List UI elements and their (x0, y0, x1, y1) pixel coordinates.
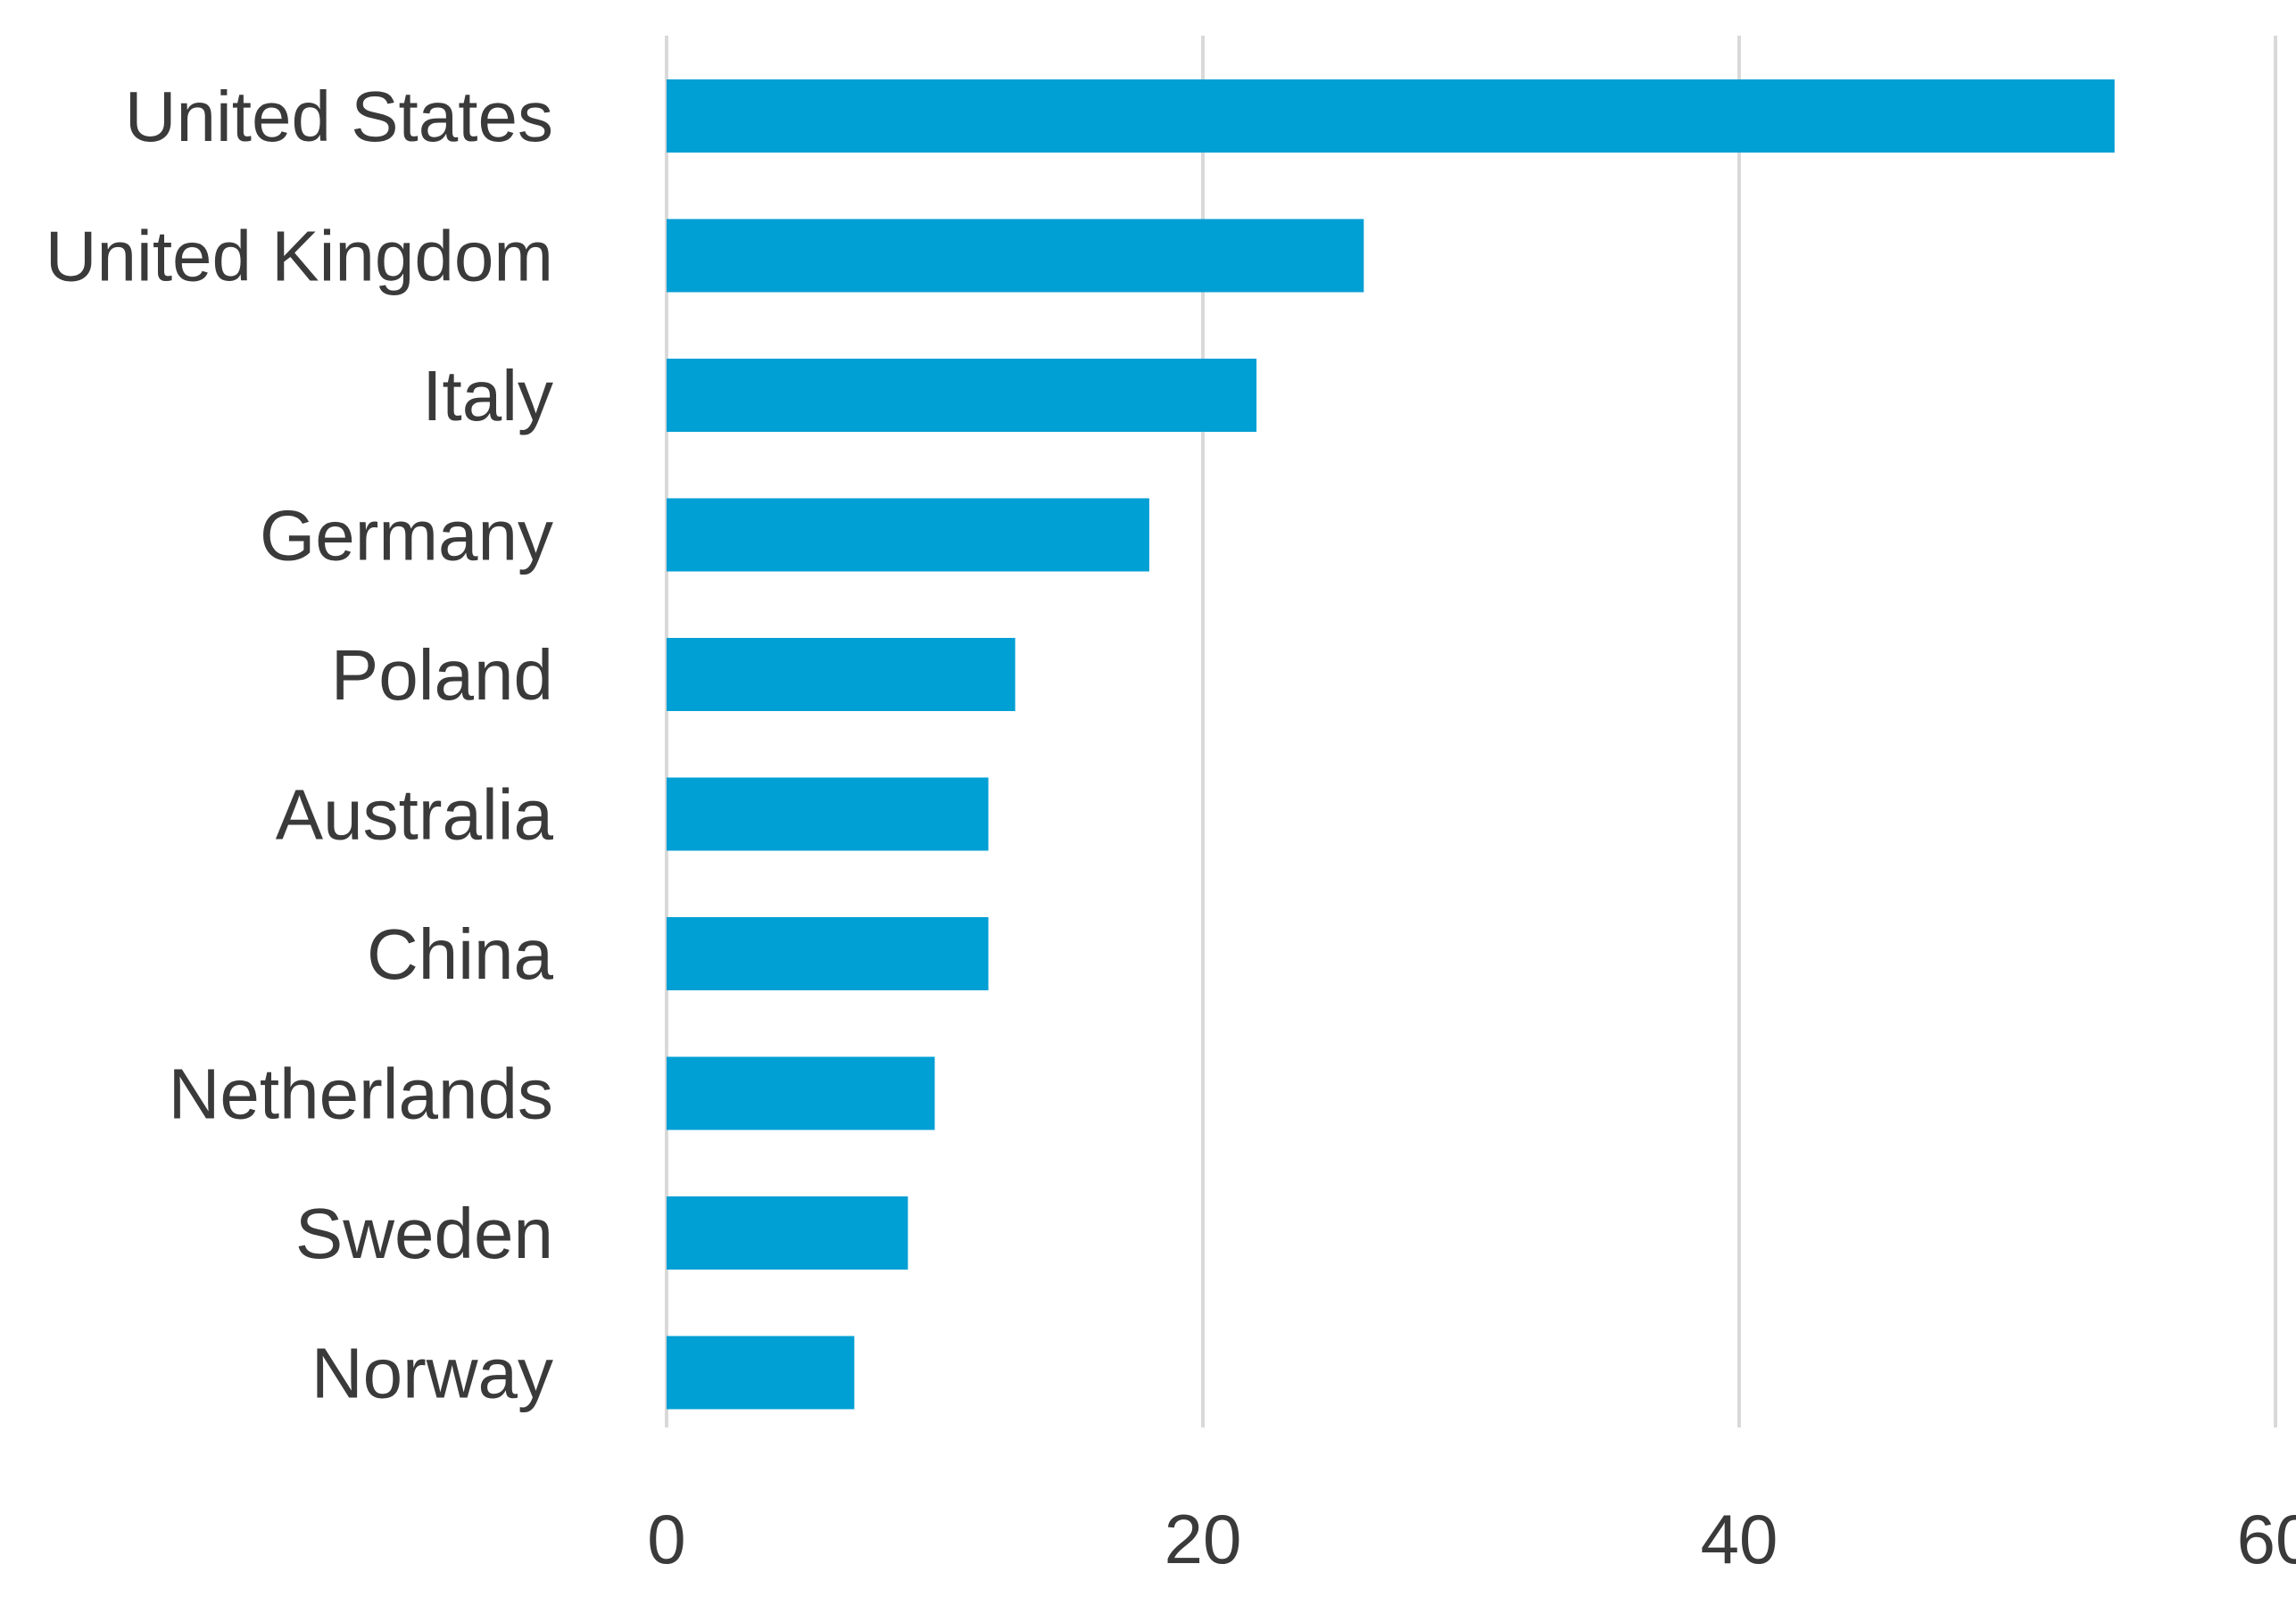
bar-norway (667, 1336, 855, 1410)
bar-germany (667, 498, 1149, 572)
category-label: China (367, 914, 554, 994)
category-label: Italy (422, 356, 553, 435)
category-label: Poland (331, 635, 553, 715)
bars (667, 79, 2115, 1410)
category-label: Netherlands (169, 1055, 553, 1134)
bar-sweden (667, 1196, 908, 1270)
category-label: United States (125, 77, 553, 156)
bar-netherlands (667, 1056, 935, 1130)
x-tick-label: 20 (1165, 1500, 1242, 1578)
category-labels: United States United Kingdom Italy Germany P… (46, 77, 554, 1413)
x-tick-label: 40 (1701, 1500, 1778, 1578)
bar-united-kingdom (667, 219, 1364, 293)
x-tick-label: 60 (2237, 1500, 2296, 1578)
category-label: Norway (311, 1334, 553, 1413)
x-tick-label: 0 (647, 1500, 685, 1578)
x-tick-labels: 0 20 40 60 (647, 1500, 2296, 1578)
bar-poland (667, 638, 1015, 711)
bar-italy (667, 359, 1257, 432)
category-label: Germany (260, 496, 553, 575)
bar-australia (667, 777, 989, 851)
bar-united-states (667, 79, 2115, 153)
category-label: United Kingdom (46, 217, 553, 296)
category-label: Sweden (295, 1194, 553, 1273)
category-label: Australia (276, 775, 554, 855)
bar-china (667, 917, 989, 990)
